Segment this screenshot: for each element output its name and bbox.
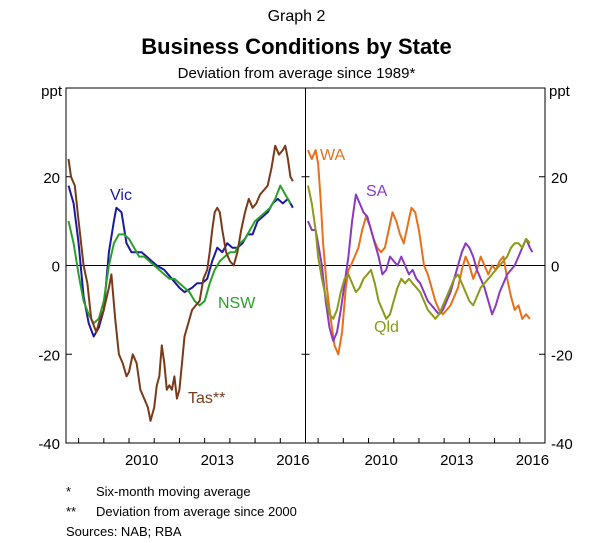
x-tick-label: 2016 [516, 452, 549, 469]
series-line-nsw [67, 184, 292, 325]
series-label-wa: WA [320, 147, 346, 164]
y-tick-label-left: 20 [43, 170, 60, 187]
x-tick-label: 2013 [201, 452, 234, 469]
footnote-2-marker: ** [66, 504, 77, 519]
chart-subtitle: Deviation from average since 1989* [177, 65, 416, 82]
series-label-sa: SA [366, 183, 388, 200]
graph-label: Graph 2 [267, 8, 326, 25]
series-line-tas [67, 144, 294, 422]
footnote-1-marker: * [66, 484, 72, 499]
series-label-qld: Qld [374, 319, 399, 336]
y-axis-unit-right: ppt [549, 83, 571, 100]
sources-note: Sources: NAB; RBA [66, 524, 182, 539]
series-line-wa [307, 149, 531, 356]
series-line-qld [307, 185, 531, 320]
footnote-2-text: Deviation from average since 2000 [96, 504, 297, 519]
series-label-tas: Tas** [188, 390, 225, 407]
y-tick-label-left: -40 [38, 436, 60, 453]
y-tick-label-left: 0 [52, 259, 60, 276]
y-tick-label-right: 20 [551, 170, 568, 187]
series-label-nsw: NSW [218, 295, 256, 312]
x-tick-label: 2013 [440, 452, 473, 469]
x-tick-label: 2016 [276, 452, 309, 469]
y-axis-unit-left: ppt [41, 83, 63, 100]
y-tick-label-right: 0 [551, 259, 559, 276]
x-tick-label: 2010 [125, 452, 158, 469]
y-tick-label-left: -20 [38, 347, 60, 364]
chart-title: Business Conditions by State [141, 34, 452, 59]
x-tick-label: 2010 [364, 452, 397, 469]
footnote-1-text: Six-month moving average [96, 484, 251, 499]
series-label-vic: Vic [110, 187, 132, 204]
y-tick-label-right: -20 [551, 347, 573, 364]
series-line-sa [307, 193, 534, 342]
y-tick-label-right: -40 [551, 436, 573, 453]
